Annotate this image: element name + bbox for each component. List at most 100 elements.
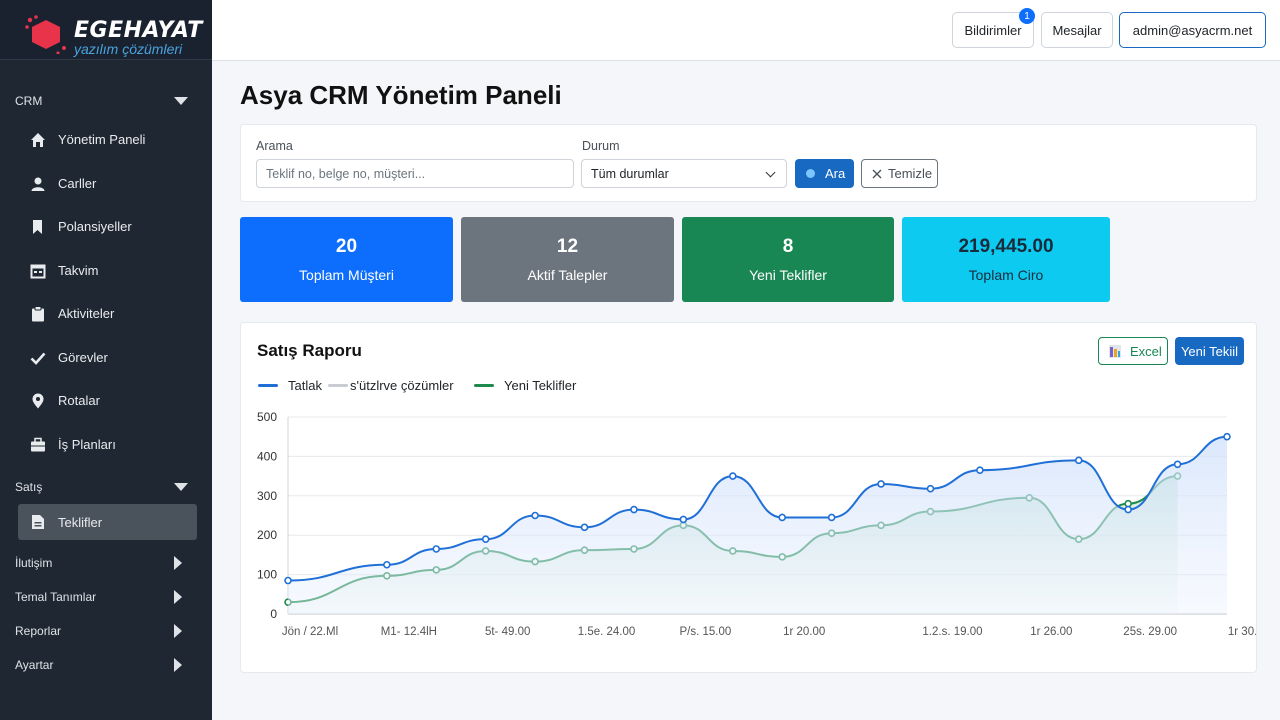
clipboard-icon <box>32 306 44 322</box>
stat-card-active-requests[interactable]: 12 Aktif Talepler <box>461 217 674 302</box>
caret-down-icon <box>174 483 188 491</box>
search-button[interactable]: Ara <box>795 159 854 188</box>
stat-card-total-revenue[interactable]: 219,445.00 Toplam Ciro <box>902 217 1110 302</box>
messages-label: Mesajlar <box>1052 22 1102 38</box>
y-tick-label: 300 <box>257 489 277 503</box>
data-point-tatlak <box>778 513 787 522</box>
sidebar-section-temel-tanimlar[interactable]: Temal Tanımlar <box>0 580 212 614</box>
data-point-tatlak <box>1124 505 1132 514</box>
stat-card-customers[interactable]: 20 Toplam Müşteri <box>240 217 453 302</box>
data-point-tatlak <box>284 576 292 585</box>
series-area-tatlak <box>288 436 1227 614</box>
user-icon <box>31 177 45 191</box>
data-point-yeni-teklifler <box>1124 499 1132 508</box>
new-offer-button-label: Yeni Tekiil <box>1180 343 1239 359</box>
check-icon <box>30 352 46 365</box>
sidebar-item-carller[interactable]: Carller <box>0 162 212 206</box>
stat-label: Yeni Teklifler <box>749 267 827 283</box>
legend-label: Yeni Teklifler <box>504 378 577 393</box>
sidebar-item-label: Takvim <box>58 262 99 278</box>
sidebar-item-aktiviteler[interactable]: Aktiviteler <box>0 292 212 336</box>
section-label: Satış <box>15 480 43 494</box>
data-point-tatlak <box>1173 460 1182 469</box>
sidebar-item-is-planlari[interactable]: İş Planları <box>0 423 212 467</box>
caret-down-icon <box>174 97 188 105</box>
stat-label: Toplam Ciro <box>968 267 1044 283</box>
messages-button[interactable]: Mesajlar <box>1041 12 1113 48</box>
user-label: admin@asyacrm.net <box>1132 22 1253 38</box>
stat-label: Aktif Talepler <box>527 267 608 283</box>
legend-item-cozumler[interactable]: s'ützlrve çözümler <box>328 378 454 393</box>
data-point-tatlak <box>630 505 638 514</box>
sidebar-item-label: Rotalar <box>58 393 100 409</box>
stat-value: 8 <box>782 236 794 257</box>
sidebar-item-label: Aktiviteler <box>58 306 115 322</box>
clear-button[interactable]: Temizle <box>861 159 938 188</box>
clear-button-label: Temizle <box>888 166 933 181</box>
sidebar-section-iletisim[interactable]: İlutişim <box>0 546 212 580</box>
excel-icon <box>1109 345 1121 358</box>
legend-swatch <box>258 384 278 387</box>
x-tick-label: 1r 20.00 <box>783 626 825 638</box>
data-point-tatlak <box>1223 432 1231 441</box>
sidebar-menu: CRM Yönetim Paneli Carller Polansiyeller… <box>0 84 212 682</box>
legend-item-tatlak[interactable]: Tatlak <box>258 378 322 393</box>
x-tick-label: 1r 30.00 <box>1228 626 1256 638</box>
x-tick-label: P/s. 15.00 <box>679 626 731 638</box>
x-tick-label: 1.2.s. 19.00 <box>922 626 982 638</box>
briefcase-icon <box>31 437 45 451</box>
legend-item-yeni-teklifler[interactable]: Yeni Teklifler <box>474 378 576 393</box>
y-tick-label: 400 <box>257 449 277 463</box>
data-point-tatlak <box>976 466 984 474</box>
status-label: Durum <box>582 139 620 153</box>
sidebar-item-label: Teklifler <box>58 514 103 530</box>
sidebar-item-takvim[interactable]: Takvim <box>0 249 212 293</box>
stat-card-new-offers[interactable]: 8 Yeni Teklifler <box>682 217 894 302</box>
search-input[interactable] <box>256 159 574 188</box>
sidebar-item-label: İş Planları <box>58 436 116 452</box>
home-icon <box>31 133 45 147</box>
sidebar-item-gorevler[interactable]: Görevler <box>0 336 212 380</box>
new-offer-button[interactable]: Yeni Tekiil <box>1175 337 1244 365</box>
x-tick-label: 25s. 29.00 <box>1123 626 1177 638</box>
y-tick-label: 500 <box>257 410 277 424</box>
topbar: Bildirimler 1 Mesajlar admin@asyacrm.net <box>212 0 1280 61</box>
section-label: İlutişim <box>15 556 53 570</box>
y-tick-label: 0 <box>270 607 277 621</box>
caret-right-icon <box>174 556 182 570</box>
stat-value: 12 <box>556 236 579 257</box>
sidebar-item-rotalar[interactable]: Rotalar <box>0 379 212 423</box>
stat-label: Toplam Müşteri <box>299 267 394 283</box>
map-pin-icon <box>32 393 44 409</box>
sidebar-section-raporlar[interactable]: Reporlar <box>0 614 212 648</box>
y-tick-label: 100 <box>257 568 277 582</box>
sidebar-section-crm[interactable]: CRM <box>0 84 212 118</box>
notifications-badge: 1 <box>1019 8 1035 24</box>
user-menu-button[interactable]: admin@asyacrm.net <box>1119 12 1266 48</box>
excel-export-button[interactable]: Excel <box>1098 337 1168 365</box>
legend-label: Tatlak <box>288 378 322 393</box>
brand-logo[interactable]: EGEHAYAT yazılım çözümleri <box>0 0 212 60</box>
close-icon <box>872 169 882 179</box>
chart-title: Satış Raporu <box>257 341 362 360</box>
section-label: CRM <box>15 94 43 108</box>
sidebar-item-yonetim-paneli[interactable]: Yönetim Paneli <box>0 118 212 162</box>
search-dot-icon <box>806 169 815 178</box>
brand-subtitle: yazılım çözümleri <box>74 41 183 57</box>
stat-value: 219,445.00 <box>958 236 1054 257</box>
sidebar-item-teklifler[interactable]: Teklifler <box>18 504 197 540</box>
data-point-tatlak <box>531 511 539 520</box>
sidebar-item-label: Polansiyeller <box>58 219 132 235</box>
legend-label: s'ützlrve çözümler <box>350 378 454 393</box>
sidebar-section-ayarlar[interactable]: Ayartar <box>0 648 212 682</box>
notifications-button[interactable]: Bildirimler 1 <box>952 8 1035 48</box>
x-tick-label: Jön / 22.Ml <box>282 626 338 638</box>
sidebar-item-polansiyeller[interactable]: Polansiyeller <box>0 205 212 249</box>
status-select[interactable]: Tüm durumlar <box>581 159 787 188</box>
data-point-tatlak <box>432 545 441 553</box>
excel-button-label: Excel <box>1130 343 1162 359</box>
section-label: Ayartar <box>15 658 54 672</box>
sidebar-section-satis[interactable]: Satış <box>0 470 212 504</box>
data-point-tatlak <box>679 515 688 524</box>
filter-card: Arama Durum Tüm durumlar Ara Temizle <box>240 124 1257 202</box>
